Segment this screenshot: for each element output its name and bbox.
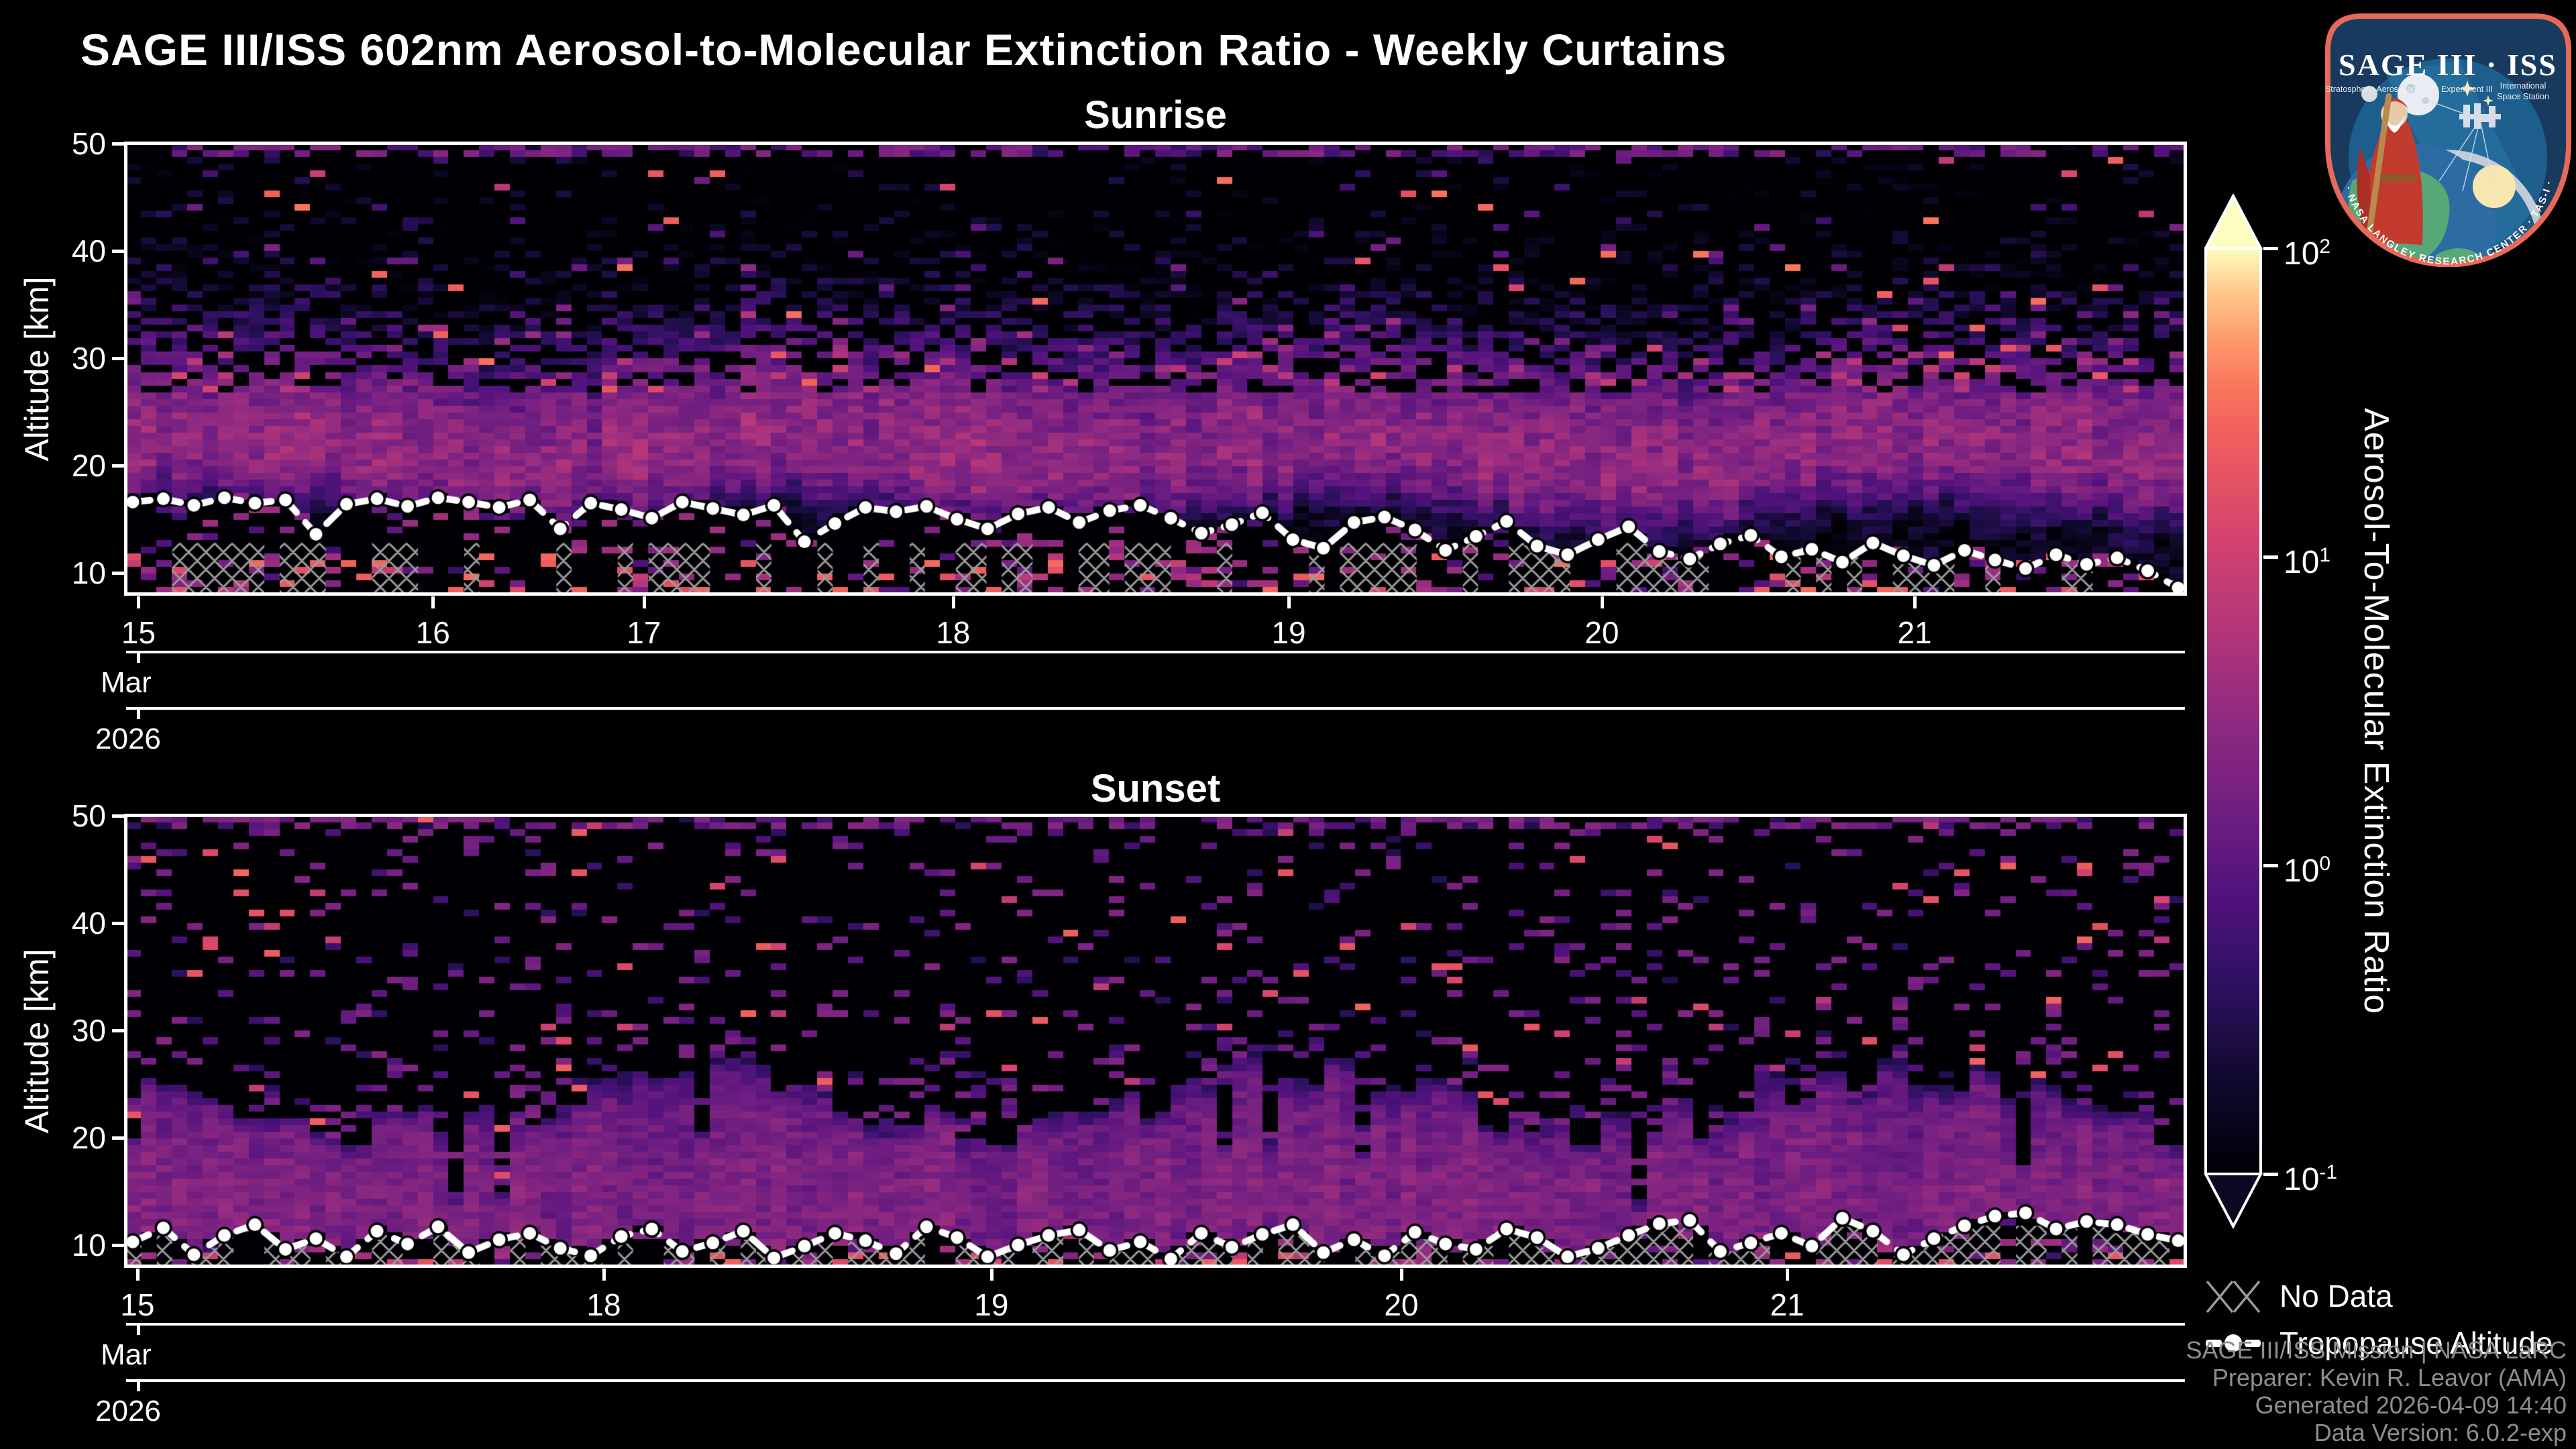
y-tick-mark-sunrise: [112, 357, 124, 360]
colorbar: [2204, 194, 2263, 1230]
colorbar-tick-label: 10-1: [2284, 1161, 2338, 1197]
y-tick-mark-sunrise: [112, 250, 124, 253]
year-label-sunrise: 2026: [95, 722, 161, 755]
logo-moon-crater: [2406, 84, 2416, 93]
x-tick-label-sunset: 21: [1770, 1287, 1805, 1322]
x-tick-mark-sunset: [989, 1269, 994, 1281]
panel-title-sunrise: Sunrise: [1084, 93, 1227, 137]
y-tick-label-sunset: 20: [71, 1120, 106, 1155]
logo-subtitle-right-2: Space Station: [2497, 92, 2549, 101]
x-tick-mark-sunset: [1786, 1269, 1790, 1281]
x-tick-label-sunset: 20: [1384, 1287, 1419, 1322]
logo-sun-icon: [2473, 165, 2516, 208]
x-tick-mark-sunrise: [642, 596, 646, 608]
y-tick-mark-sunrise: [112, 142, 124, 146]
x-tick-mark-sunrise: [1600, 596, 1604, 608]
sage-iss-logo: SAGE III · ISS Stratospheric Aerosol and…: [2325, 13, 2571, 267]
y-tick-label-sunrise: 10: [71, 555, 106, 590]
month-label-sunset: Mar: [101, 1338, 152, 1371]
x-tick-mark-sunrise: [1287, 596, 1291, 608]
legend-no-data: No Data: [2206, 1278, 2393, 1314]
x-tick-label-sunset: 18: [586, 1287, 621, 1322]
tropopause-marker-icon: [2206, 1334, 2261, 1352]
logo-title: SAGE III · ISS: [2339, 48, 2557, 82]
month-axis-tick-sunrise: [137, 652, 140, 663]
x-tick-label-sunset: 15: [120, 1287, 155, 1322]
credit-line: Generated 2026-04-09 14:40: [2255, 1391, 2567, 1419]
x-tick-mark-sunrise: [137, 596, 141, 608]
credit-line: Preparer: Kevin R. Leavor (AMA): [2212, 1364, 2567, 1391]
colorbar-label: Aerosol-To-Molecular Extinction Ratio: [2357, 407, 2396, 1014]
y-tick-label-sunset: 50: [71, 798, 106, 833]
x-tick-label-sunrise: 19: [1271, 615, 1306, 650]
y-tick-mark-sunset: [112, 1029, 124, 1032]
legend-tropopause: Tropopause Altitude: [2206, 1325, 2553, 1361]
legend-no-data-label: No Data: [2279, 1279, 2393, 1313]
x-tick-label-sunrise: 20: [1585, 615, 1619, 650]
x-tick-label-sunrise: 16: [415, 615, 450, 650]
y-tick-label-sunrise: 30: [71, 341, 106, 376]
y-tick-mark-sunset: [112, 1244, 124, 1247]
y-tick-label-sunrise: 20: [71, 448, 106, 483]
x-tick-mark-sunrise: [1913, 596, 1917, 608]
y-tick-mark-sunset: [112, 922, 124, 925]
x-tick-label-sunset: 19: [974, 1287, 1009, 1322]
colorbar-arrow-top: [2204, 194, 2263, 250]
colorbar-arrow-bottom: [2204, 1173, 2263, 1230]
heatmap-canvas-sunrise: [126, 144, 2185, 594]
credit-line: SAGE III/ISS Mission | NASA LaRC: [2186, 1336, 2567, 1364]
year-axis-tick-sunset: [137, 1381, 140, 1391]
y-tick-mark-sunrise: [112, 464, 124, 468]
x-tick-label-sunrise: 21: [1897, 615, 1932, 650]
credits-block: SAGE III/ISS Mission | NASA LaRC Prepare…: [2186, 1336, 2567, 1446]
colorbar-tick-mark: [2263, 555, 2278, 559]
x-tick-mark-sunset: [602, 1269, 606, 1281]
y-tick-label-sunset: 40: [71, 906, 106, 941]
month-axis-line-sunset: [126, 1323, 2185, 1326]
colorbar-tick-mark: [2263, 864, 2278, 868]
x-tick-mark-sunset: [136, 1269, 140, 1281]
y-tick-label-sunrise: 40: [71, 233, 106, 268]
y-tick-mark-sunset: [112, 814, 124, 818]
y-tick-label-sunrise: 50: [71, 126, 106, 161]
logo-wizard-figure: [2357, 86, 2423, 245]
x-tick-label-sunrise: 17: [627, 615, 661, 650]
year-axis-tick-sunrise: [137, 708, 140, 719]
legend-tropopause-label: Tropopause Altitude: [2279, 1326, 2553, 1360]
colorbar-tick-mark: [2263, 247, 2278, 250]
y-tick-mark-sunset: [112, 1136, 124, 1140]
x-tick-label-sunrise: 15: [121, 615, 156, 650]
month-axis-line-sunrise: [126, 651, 2185, 653]
heatmap-canvas-sunset: [126, 816, 2185, 1267]
logo-earth-land-2: [2432, 248, 2479, 262]
colorbar-tick-label: 101: [2284, 543, 2331, 580]
month-axis-tick-sunset: [137, 1324, 140, 1335]
credit-line: Data Version: 6.0.2-exp: [2314, 1419, 2567, 1446]
logo-moon-crater: [2422, 97, 2429, 104]
logo-star-icon: [2459, 80, 2493, 106]
y-tick-mark-sunrise: [112, 572, 124, 575]
page-title: SAGE III/ISS 602nm Aerosol-to-Molecular …: [80, 25, 1727, 74]
colorbar-tick-mark: [2263, 1173, 2278, 1176]
colorbar-gradient: [2204, 247, 2262, 1175]
colorbar-tick-label: 102: [2284, 235, 2331, 272]
year-axis-line-sunset: [126, 1379, 2185, 1382]
year-label-sunset: 2026: [95, 1395, 161, 1428]
panel-title-sunset: Sunset: [1090, 767, 1221, 810]
month-label-sunrise: Mar: [101, 666, 152, 699]
colorbar-tick-label: 100: [2284, 853, 2331, 890]
no-data-hatch-icon: [2206, 1280, 2261, 1313]
x-tick-mark-sunrise: [951, 596, 955, 608]
logo-iss-icon: [2459, 103, 2501, 129]
logo-moon-icon: [2398, 74, 2439, 115]
y-tick-label-sunset: 30: [71, 1013, 106, 1048]
x-tick-mark-sunset: [1399, 1269, 1403, 1281]
logo-subtitle-right-1: International: [2500, 81, 2546, 91]
x-tick-label-sunrise: 18: [936, 615, 971, 650]
logo-subtitle-left: Stratospheric Aerosol and Gas Experiment…: [2325, 85, 2493, 94]
year-axis-line-sunrise: [126, 707, 2185, 710]
y-tick-label-sunset: 10: [71, 1228, 106, 1263]
x-tick-mark-sunrise: [431, 596, 435, 608]
